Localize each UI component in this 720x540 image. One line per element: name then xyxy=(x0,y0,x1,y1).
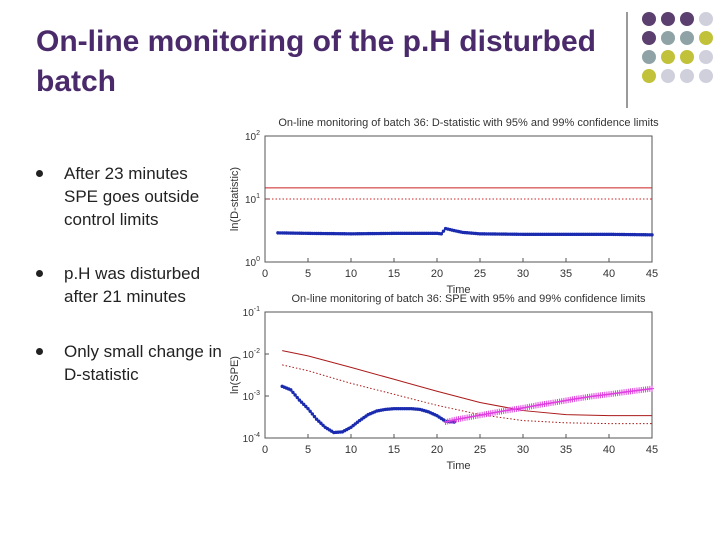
x-tick-label: 40 xyxy=(603,268,615,280)
x-tick-label: 5 xyxy=(305,444,311,456)
data-point xyxy=(441,229,446,233)
y-tick-label: 10-2 xyxy=(243,348,260,361)
y-axis-label: ln(SPE) xyxy=(229,356,241,394)
decor-dot xyxy=(699,69,713,83)
x-tick-label: 45 xyxy=(646,268,658,280)
decor-dot xyxy=(661,50,675,64)
x-tick-label: 5 xyxy=(305,268,311,280)
y-tick-label: 10-3 xyxy=(243,390,260,403)
data-point xyxy=(319,421,323,425)
data-point xyxy=(295,395,299,400)
data-point xyxy=(439,232,443,236)
data-point xyxy=(310,412,314,416)
bullet-icon xyxy=(36,270,43,277)
x-axis-label: Time xyxy=(446,284,470,296)
bullet-text: Only small change in D-statistic xyxy=(64,342,222,384)
decor-dot xyxy=(642,50,656,64)
data-point xyxy=(289,388,293,392)
chart-title: On-line monitoring of batch 36: D-statis… xyxy=(278,117,659,129)
decor-dot xyxy=(680,69,694,83)
y-tick-label: 100 xyxy=(245,256,260,269)
data-point xyxy=(314,417,319,421)
data-point xyxy=(306,406,310,411)
slide-title: On-line monitoring of the p.H disturbed … xyxy=(36,25,596,98)
x-tick-label: 0 xyxy=(262,268,268,280)
x-axis-label: Time xyxy=(446,460,470,472)
decor-dot xyxy=(642,31,656,45)
data-point xyxy=(312,414,317,419)
bullet-icon xyxy=(36,170,43,177)
decor-dot xyxy=(699,31,713,45)
data-point xyxy=(650,233,654,237)
data-point xyxy=(291,390,295,395)
x-tick-label: 10 xyxy=(345,444,357,456)
plot-frame xyxy=(264,311,653,439)
data-point xyxy=(299,400,304,404)
x-tick-label: 45 xyxy=(646,444,658,456)
y-tick-label: 10-1 xyxy=(243,306,260,319)
x-tick-label: 25 xyxy=(474,268,486,280)
data-point xyxy=(297,398,302,402)
decor-dot xyxy=(699,50,713,64)
decor-dot xyxy=(642,69,656,83)
x-tick-label: 30 xyxy=(517,268,529,280)
x-tick-label: 20 xyxy=(431,268,443,280)
confidence-limit-95 xyxy=(282,364,652,425)
data-point xyxy=(302,402,306,407)
data-point xyxy=(317,419,321,423)
decor-dot xyxy=(642,12,656,26)
title-divider xyxy=(626,12,628,108)
y-tick-label: 101 xyxy=(245,193,260,206)
data-point xyxy=(321,423,325,427)
x-tick-label: 35 xyxy=(560,268,572,280)
bullet-text: After 23 minutes SPE goes outside contro… xyxy=(64,164,200,229)
decor-dot xyxy=(661,69,675,83)
data-point xyxy=(304,404,308,409)
x-tick-label: 35 xyxy=(560,444,572,456)
x-tick-label: 40 xyxy=(603,444,615,456)
y-tick-label: 102 xyxy=(245,130,260,143)
decor-dot xyxy=(699,12,713,26)
bullet-text: p.H was disturbed after 21 minutes xyxy=(64,264,201,306)
x-tick-label: 0 xyxy=(262,444,268,456)
data-point xyxy=(308,409,312,413)
y-axis-label: ln(D-statistic) xyxy=(229,167,241,231)
x-tick-label: 20 xyxy=(431,444,443,456)
decor-dot xyxy=(680,50,694,64)
decor-dot xyxy=(680,31,694,45)
confidence-limit-99 xyxy=(282,350,652,417)
x-tick-label: 30 xyxy=(517,444,529,456)
x-tick-label: 25 xyxy=(474,444,486,456)
y-tick-label: 10-4 xyxy=(243,432,260,445)
chart-title: On-line monitoring of batch 36: SPE with… xyxy=(291,293,646,305)
decor-dot xyxy=(661,12,675,26)
bullet-icon xyxy=(36,348,43,355)
decor-dot xyxy=(680,12,694,26)
decor-dot xyxy=(661,31,675,45)
x-tick-label: 15 xyxy=(388,444,400,456)
data-point xyxy=(293,393,297,397)
x-tick-label: 15 xyxy=(388,268,400,280)
x-tick-label: 10 xyxy=(345,268,357,280)
